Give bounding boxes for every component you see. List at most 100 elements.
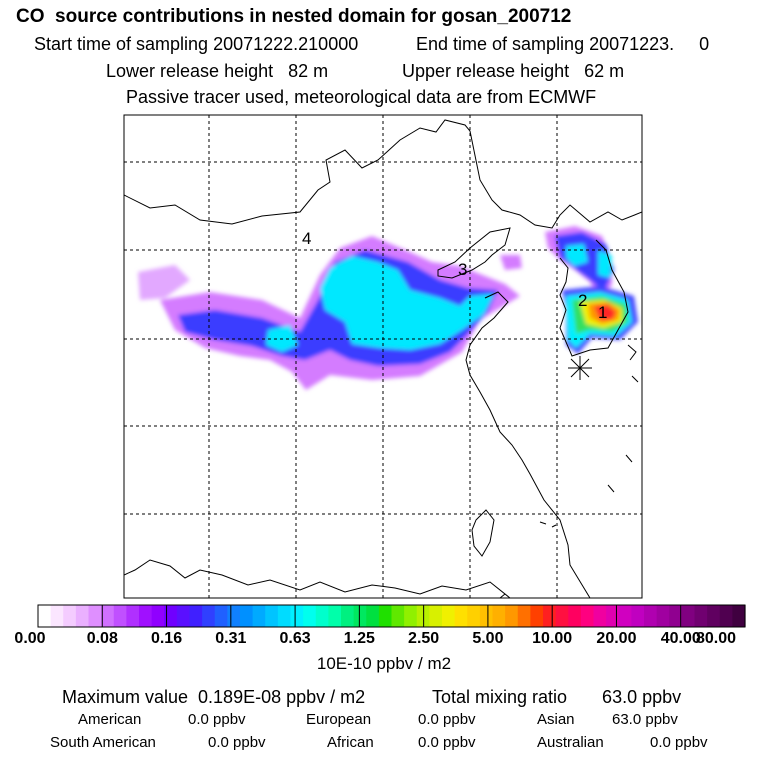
colorbar-tick-label: 80.00: [695, 630, 737, 647]
asian-value: 63.0 ppbv: [612, 711, 678, 728]
colorbar-swatch: [618, 605, 632, 627]
plume-layer: [138, 226, 638, 390]
colorbar-swatch: [505, 605, 519, 627]
colorbar-swatch: [202, 605, 216, 627]
colorbar-swatch: [719, 605, 733, 627]
colorbar-swatch: [151, 605, 165, 627]
plume-cyan: [320, 256, 494, 350]
colorbar-swatch: [694, 605, 708, 627]
colorbar-swatch: [189, 605, 203, 627]
colorbar-swatch: [656, 605, 670, 627]
sampling-end: End time of sampling 20071223. 0: [416, 34, 710, 54]
colorbar-swatch: [517, 605, 531, 627]
receptor-star-marker: [568, 356, 592, 380]
colorbar-swatch: [75, 605, 90, 627]
asian-label: Asian: [537, 711, 575, 728]
coastline-china-east: [465, 291, 591, 598]
plume-halo: [138, 265, 190, 300]
colorbar-swatch: [669, 605, 683, 627]
colorbar-swatch: [139, 605, 153, 627]
colorbar-swatch: [580, 605, 595, 627]
colorbar-tick-label: 20.00: [596, 630, 637, 647]
european-label: European: [306, 711, 372, 728]
colorbar-swatch: [543, 605, 557, 627]
colorbar-swatch: [240, 605, 254, 627]
colorbar-swatch: [113, 605, 127, 627]
colorbar-swatch: [50, 605, 64, 627]
coastline-mainland: [124, 119, 642, 229]
american-value: 0.0 ppbv: [188, 711, 246, 728]
colorbar-swatch: [378, 605, 393, 627]
colorbar-tick-label: 0.31: [215, 630, 247, 647]
colorbar-tick-label: 0.08: [86, 630, 118, 647]
coastline-japan: [607, 344, 639, 493]
region-label-4: 4: [302, 229, 311, 248]
american-label: American: [78, 711, 142, 728]
colorbar-swatch: [644, 605, 658, 627]
colorbar-swatch: [38, 605, 52, 627]
region-label-1: 1: [598, 303, 607, 322]
coastline-korea: [559, 239, 629, 357]
colorbar-swatch: [555, 605, 569, 627]
colorbar-swatch: [530, 605, 544, 627]
australian-value: 0.0 ppbv: [650, 734, 708, 751]
colorbar-frame: [37, 604, 746, 628]
south-american-value: 0.0 ppbv: [208, 734, 266, 751]
coastline-taiwan: [471, 509, 495, 557]
colorbar-swatch: [303, 605, 317, 627]
graticule: [124, 115, 642, 598]
colorbar-swatch: [593, 605, 607, 627]
australian-label: Australian: [537, 734, 604, 751]
figure-title: CO source contributions in nested domain…: [16, 6, 572, 27]
colorbar-swatch: [442, 605, 456, 627]
colorbar-swatch: [290, 605, 304, 627]
colorbar-swatch: [252, 605, 266, 627]
colorbar-tick-label: 40.00: [660, 630, 701, 647]
colorbar-swatch: [732, 605, 746, 627]
release-lower: Lower release height 82 m: [106, 61, 329, 81]
colorbar-tick-label: 1.25: [343, 630, 375, 647]
colorbar-swatch: [631, 605, 645, 627]
colorbar-swatch: [265, 605, 279, 627]
colorbar-swatch: [479, 605, 494, 627]
colorbar-swatch: [328, 605, 342, 627]
region-label-3: 3: [458, 260, 467, 279]
colorbar-swatch: [467, 605, 481, 627]
total-mixing-ratio: Total mixing ratio 63.0 ppbv: [432, 687, 682, 707]
sampling-start: Start time of sampling 20071222.210000: [34, 34, 359, 54]
colorbar-swatch: [88, 605, 102, 627]
colorbar-swatch: [214, 605, 228, 627]
coastline-islands: [499, 521, 557, 598]
colorbar-swatch: [63, 605, 77, 627]
colorbar-swatch: [366, 605, 380, 627]
colorbar-swatch: [227, 605, 241, 627]
colorbar-tick-label: 2.50: [408, 630, 440, 647]
colorbar-swatch: [353, 605, 367, 627]
colorbar-tick-label: 0.63: [279, 630, 311, 647]
colorbar: [37, 604, 746, 628]
colorbar-swatch: [176, 605, 191, 627]
release-upper: Upper release height 62 m: [402, 61, 625, 81]
plume-halo: [500, 255, 522, 270]
coastline-south: [124, 559, 511, 598]
colorbar-swatch: [277, 605, 292, 627]
european-value: 0.0 ppbv: [418, 711, 476, 728]
colorbar-swatch: [391, 605, 405, 627]
colorbar-tick-label: 0.00: [14, 630, 46, 647]
colorbar-swatch: [568, 605, 582, 627]
south-american-label: South American: [50, 734, 156, 751]
colorbar-swatch: [126, 605, 140, 627]
colorbar-swatch: [492, 605, 506, 627]
region-label-2: 2: [578, 291, 587, 310]
colorbar-tick-label: 10.00: [532, 630, 573, 647]
colorbar-unit: 10E-10 ppbv / m2: [316, 654, 452, 673]
colorbar-swatch: [341, 605, 355, 627]
colorbar-swatch: [681, 605, 696, 627]
colorbar-swatch: [404, 605, 418, 627]
tracer-note: Passive tracer used, meteorological data…: [126, 87, 597, 107]
maximum-value: Maximum value 0.189E-08 ppbv / m2: [62, 687, 366, 707]
colorbar-swatch: [606, 605, 620, 627]
map-frame: [123, 114, 643, 599]
colorbar-swatch: [707, 605, 721, 627]
colorbar-swatch: [429, 605, 443, 627]
